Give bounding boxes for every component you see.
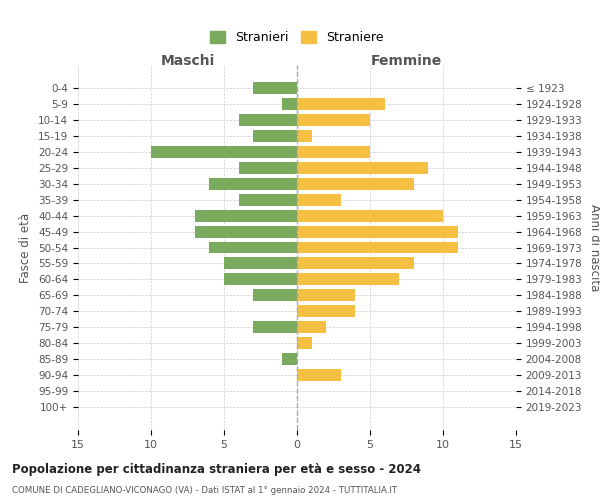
Bar [239, 114, 297, 126]
Bar [253, 130, 297, 141]
Bar [253, 82, 297, 94]
Bar [209, 178, 297, 190]
Bar [297, 258, 414, 270]
Bar [297, 98, 385, 110]
Bar [297, 210, 443, 222]
Y-axis label: Fasce di età: Fasce di età [19, 212, 32, 282]
Bar [297, 242, 458, 254]
Bar [297, 146, 370, 158]
Bar [209, 242, 297, 254]
Bar [283, 354, 297, 366]
Text: Maschi: Maschi [160, 54, 215, 68]
Bar [224, 258, 297, 270]
Bar [151, 146, 297, 158]
Bar [297, 322, 326, 334]
Bar [283, 98, 297, 110]
Bar [195, 226, 297, 237]
Bar [253, 322, 297, 334]
Bar [253, 290, 297, 302]
Bar [239, 162, 297, 173]
Legend: Stranieri, Straniere: Stranieri, Straniere [206, 28, 388, 48]
Bar [297, 194, 341, 205]
Bar [195, 210, 297, 222]
Text: Femmine: Femmine [371, 54, 442, 68]
Bar [297, 338, 311, 349]
Bar [297, 306, 355, 318]
Bar [297, 226, 458, 237]
Bar [297, 130, 311, 141]
Y-axis label: Anni di nascita: Anni di nascita [588, 204, 600, 291]
Bar [297, 162, 428, 173]
Bar [224, 274, 297, 285]
Bar [239, 194, 297, 205]
Bar [297, 290, 355, 302]
Bar [297, 114, 370, 126]
Text: COMUNE DI CADEGLIANO-VICONAGO (VA) - Dati ISTAT al 1° gennaio 2024 - TUTTITALIA.: COMUNE DI CADEGLIANO-VICONAGO (VA) - Dat… [12, 486, 397, 495]
Text: Popolazione per cittadinanza straniera per età e sesso - 2024: Popolazione per cittadinanza straniera p… [12, 462, 421, 475]
Bar [297, 178, 414, 190]
Bar [297, 370, 341, 382]
Bar [297, 274, 399, 285]
